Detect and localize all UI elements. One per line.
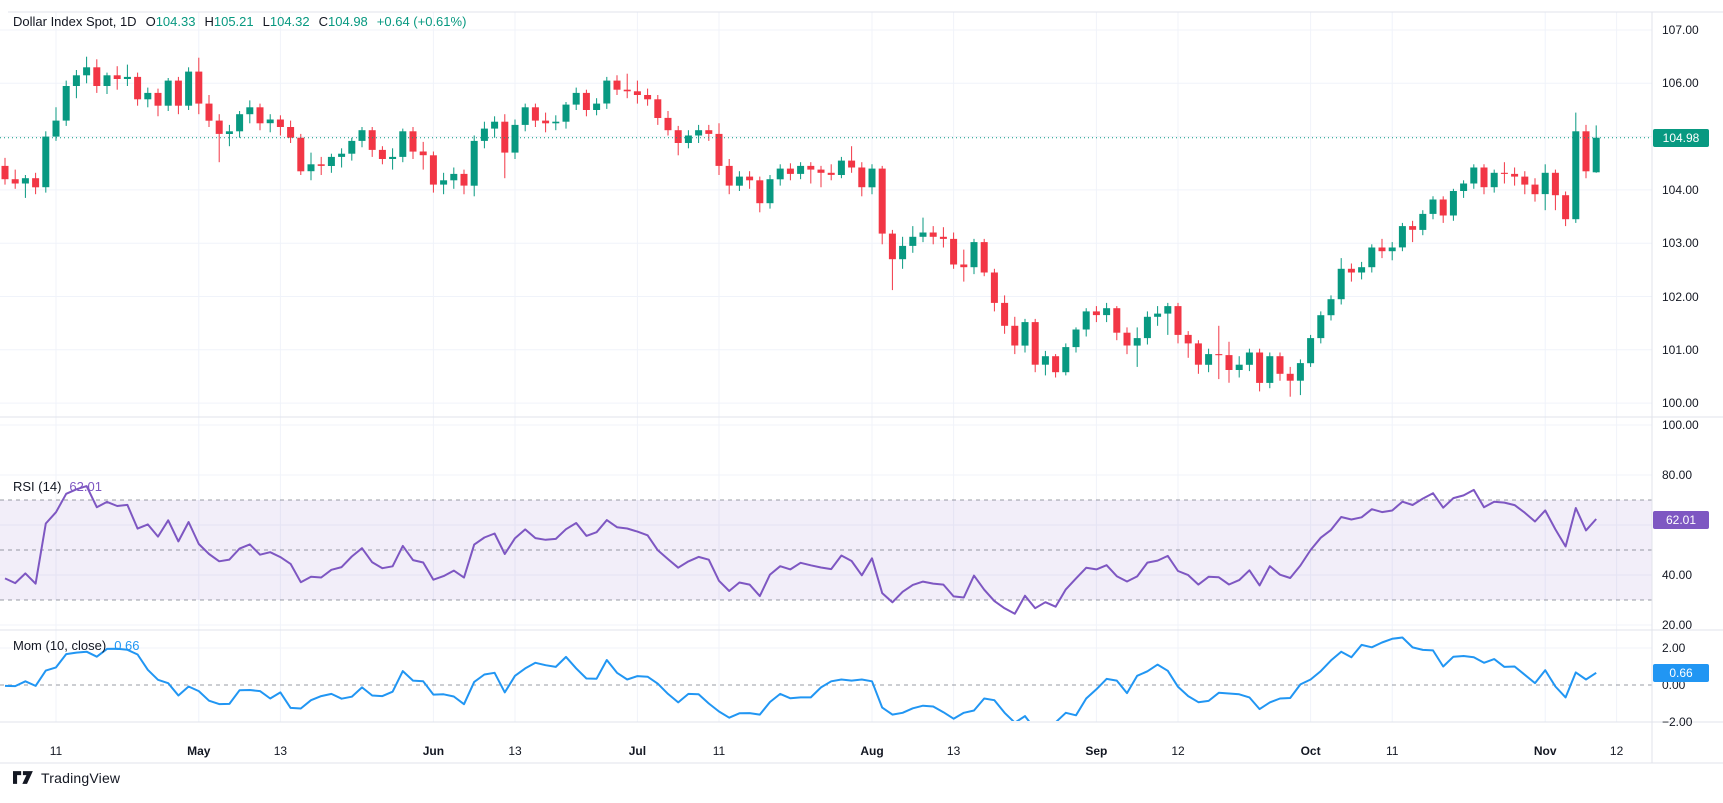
time-tick-label: Sep [1085, 744, 1108, 758]
rsi-gridlines [0, 424, 1652, 626]
price-axis-label: 100.00 [1662, 396, 1699, 411]
price-axis-label: 107.00 [1662, 23, 1699, 37]
price-pane[interactable] [0, 12, 1652, 417]
ohlc-open: O104.33 [145, 14, 196, 29]
tradingview-logo-icon [13, 771, 33, 784]
momentum-axis-label: 2.00 [1662, 641, 1686, 655]
momentum-value: 0.66 [114, 638, 140, 653]
momentum-axis-label: −2.00 [1662, 715, 1693, 729]
time-tick-label: 11 [1385, 744, 1399, 758]
time-tick-label: Nov [1533, 744, 1557, 758]
time-tick-label: 11 [49, 744, 63, 758]
ohlc-high: H105.21 [204, 14, 254, 29]
time-tick-label: 13 [946, 744, 961, 758]
momentum-label: Mom (10, close) [13, 638, 107, 653]
time-scale[interactable]: 11 May 13 Jun 13 Jul 11 Aug 13 Sep 12 Oct 11 Nov 12 [0, 740, 1652, 764]
price-axis-label: 101.00 [1662, 342, 1699, 357]
candles-layer [1, 56, 1600, 397]
price-axis-label: 102.00 [1662, 289, 1699, 304]
rsi-label: RSI (14) [13, 479, 62, 494]
price-axis-label: 106.00 [1662, 76, 1699, 91]
rsi-axis-label: 100.00 [1662, 418, 1699, 432]
change-value: +0.64 (+0.61%) [376, 14, 467, 29]
ohlc-low: L104.32 [262, 14, 310, 29]
rsi-axis-label: 20.00 [1662, 618, 1693, 632]
tradingview-brand-text: TradingView [41, 769, 121, 786]
last-price-badge: 104.98 [1653, 128, 1709, 147]
time-tick-label: 13 [273, 744, 288, 758]
price-scale[interactable]: 107.00106.00105.00104.00103.00102.00101.… [1652, 12, 1723, 763]
tradingview-attribution[interactable]: TradingView [13, 769, 120, 786]
rsi-axis-label: 40.00 [1662, 568, 1693, 582]
momentum-value-badge: 0.66 [1653, 663, 1709, 682]
time-tick-label: Jun [422, 744, 445, 758]
momentum-pane[interactable] [0, 630, 1652, 722]
rsi-axis-label: 80.00 [1662, 468, 1693, 482]
rsi-pane[interactable] [0, 417, 1652, 630]
ohlc-close: C104.98 [318, 14, 368, 29]
symbol-title: Dollar Index Spot, 1D [13, 14, 137, 29]
time-tick-label: 13 [508, 744, 522, 758]
symbol-legend[interactable]: Dollar Index Spot, 1D O104.33 H105.21 L1… [13, 14, 466, 29]
time-tick-label: 11 [712, 744, 726, 758]
price-axis-label: 103.00 [1662, 236, 1699, 251]
time-tick-label: Jul [628, 744, 647, 758]
time-tick-label: May [187, 744, 211, 758]
rsi-value: 62.01 [69, 479, 102, 494]
time-tick-label: 12 [1171, 744, 1185, 758]
pane-separators [0, 11, 1723, 764]
rsi-value-badge: 62.01 [1653, 510, 1709, 529]
time-tick-label: Oct [1300, 744, 1321, 758]
rsi-legend[interactable]: RSI (14) 62.01 [13, 479, 102, 494]
price-axis-label: 104.00 [1662, 182, 1699, 197]
rsi-line [4, 485, 1597, 615]
momentum-legend[interactable]: Mom (10, close) 0.66 [13, 638, 140, 653]
time-tick-label: Aug [860, 744, 884, 758]
vertical-gridlines [55, 12, 1618, 722]
rsi-dashed-levels [0, 499, 1652, 601]
momentum-line [4, 636, 1597, 721]
time-tick-label: 12 [1609, 744, 1624, 758]
price-gridlines [0, 29, 1652, 404]
